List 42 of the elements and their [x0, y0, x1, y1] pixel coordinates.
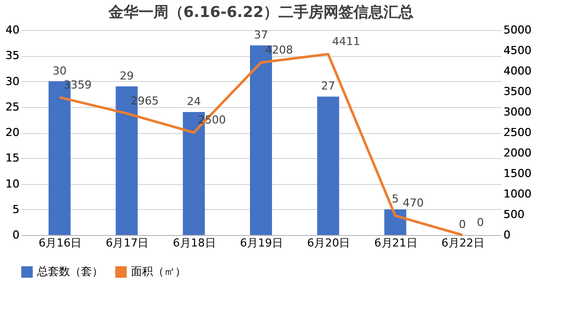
y2-tick-label: 4000: [504, 64, 532, 78]
data-label: 27: [321, 80, 336, 93]
y2-tick-label: 2000: [504, 146, 532, 160]
data-label: 29: [120, 69, 134, 82]
y-tick-label: 35: [6, 49, 20, 62]
y-tick-label: 40: [6, 24, 20, 36]
data-label: 37: [254, 28, 268, 42]
y-tick-label: 0: [12, 228, 20, 242]
y2-tick-label: 3000: [504, 106, 532, 118]
data-label: 470: [402, 196, 424, 210]
y2-tick-label: 500: [504, 208, 524, 221]
y2-tick-label: 1500: [504, 167, 532, 180]
x-tick-label: 6月19日: [240, 236, 283, 250]
x-tick-label: 6月17日: [106, 236, 149, 250]
y-tick-label: 5: [12, 202, 20, 216]
x-tick-label: 6月21日: [374, 236, 418, 250]
y-tick-label: 10: [6, 177, 20, 190]
y2-tick-label: 2500: [504, 126, 532, 139]
y-tick-label: 30: [6, 74, 20, 88]
x-tick-label: 6月22日: [441, 236, 484, 250]
y2-tick-label: 0: [504, 228, 510, 242]
y2-tick-label: 1000: [504, 188, 532, 200]
data-label: 24: [186, 95, 201, 108]
y2-tick-label: 5000: [504, 24, 532, 36]
y-tick-label: 15: [6, 152, 20, 165]
chart-title: 金华一周（6.16-6.22）二手房网签信息汇总: [107, 3, 414, 21]
data-label: 30: [52, 64, 67, 78]
y2-tick-label: 3500: [504, 85, 532, 98]
y-tick-label: 20: [6, 126, 20, 139]
data-label: 5: [392, 192, 399, 206]
legend-label: 总套数（套）: [36, 265, 103, 278]
x-tick-label: 6月20日: [307, 236, 350, 250]
x-tick-label: 6月16日: [38, 236, 82, 250]
data-label: 4411: [332, 35, 360, 48]
bar: [317, 96, 340, 235]
data-label: 0: [458, 218, 466, 231]
y2-tick-label: 4500: [504, 44, 532, 57]
data-label: 0: [476, 216, 484, 229]
bar: [384, 209, 406, 235]
y-tick-label: 25: [6, 100, 20, 114]
legend-label: 面积（㎡）: [131, 265, 186, 278]
x-tick-label: 6月18日: [172, 236, 216, 250]
